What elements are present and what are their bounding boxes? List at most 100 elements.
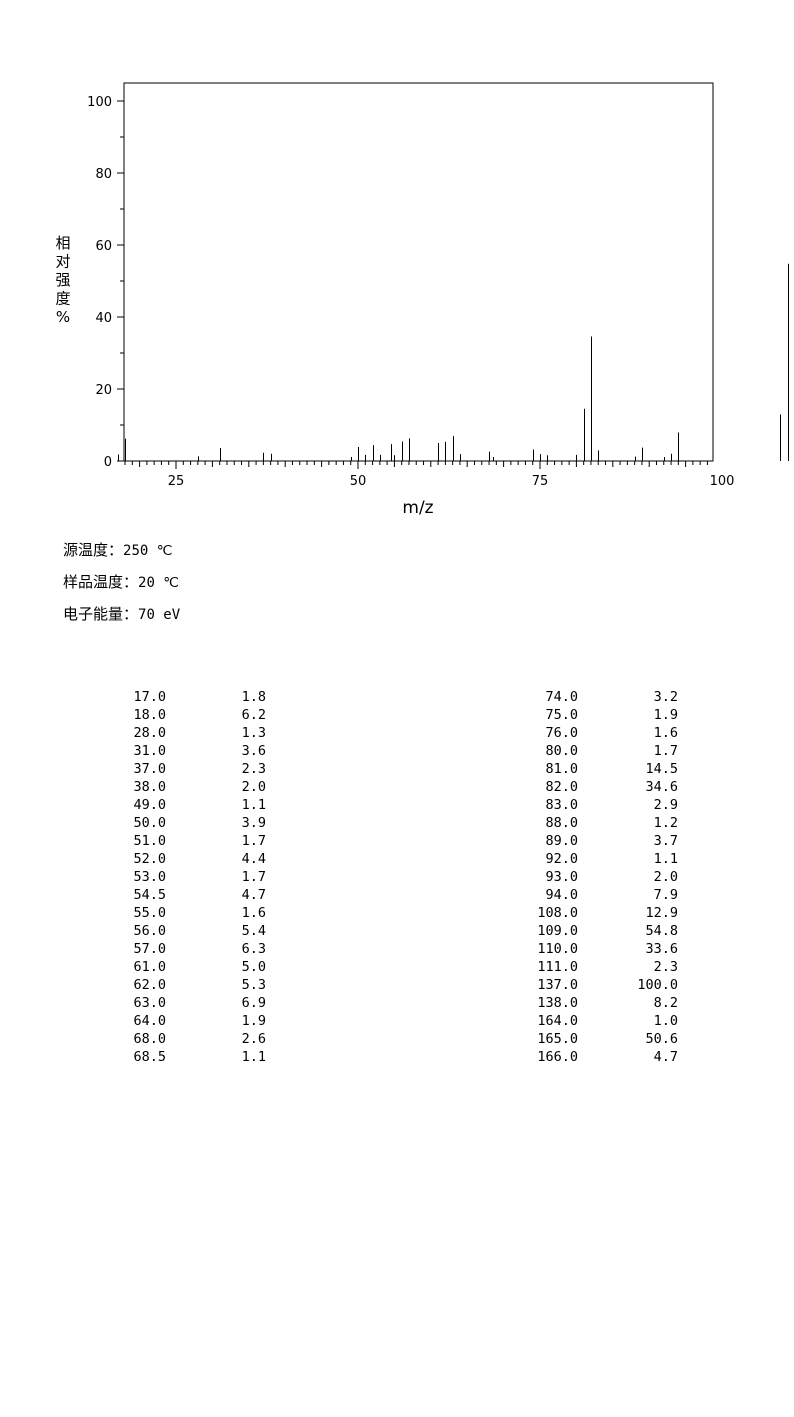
- table-row: 56.0 5.4: [0, 922, 400, 940]
- mz-value: 165.0: [537, 1031, 578, 1047]
- source-temperature: 源温度：250 ℃: [63, 541, 172, 560]
- intensity-value: 14.5: [645, 761, 678, 777]
- intensity-value: 5.0: [241, 959, 266, 975]
- mz-value: 50.0: [133, 815, 166, 831]
- table-row: 89.0 3.7: [400, 832, 794, 850]
- x-axis-label: m/z: [402, 498, 433, 518]
- mz-value: 37.0: [133, 761, 166, 777]
- sample-temperature: 样品温度：20 ℃: [63, 573, 179, 592]
- mz-value: 38.0: [133, 779, 166, 795]
- table-row: 50.0 3.9: [0, 814, 400, 832]
- plot-frame: [123, 82, 714, 462]
- table-row: 82.0 34.6: [400, 778, 794, 796]
- electron-energy: 电子能量：70 eV: [63, 605, 180, 624]
- mz-value: 111.0: [537, 959, 578, 975]
- intensity-value: 34.6: [645, 779, 678, 795]
- mz-value: 74.0: [545, 689, 578, 705]
- table-row: 93.0 2.0: [400, 868, 794, 886]
- x-tick-label: 25: [168, 474, 185, 489]
- mz-value: 82.0: [545, 779, 578, 795]
- intensity-value: 2.0: [653, 869, 678, 885]
- y-axis-label-char: %: [56, 308, 70, 326]
- mz-value: 81.0: [545, 761, 578, 777]
- intensity-value: 4.4: [241, 851, 266, 867]
- intensity-value: 1.3: [241, 725, 266, 741]
- y-tick-label: 0: [104, 455, 112, 470]
- y-tick-label: 100: [87, 95, 112, 110]
- intensity-value: 2.3: [241, 761, 266, 777]
- y-axis-label-char: 相: [55, 234, 70, 252]
- mz-value: 63.0: [133, 995, 166, 1011]
- mz-value: 64.0: [133, 1013, 166, 1029]
- y-tick-label: 40: [95, 311, 112, 326]
- table-row: 81.0 14.5: [400, 760, 794, 778]
- intensity-value: 50.6: [645, 1031, 678, 1047]
- intensity-value: 8.2: [653, 995, 678, 1011]
- table-row: 76.0 1.6: [400, 724, 794, 742]
- intensity-value: 1.2: [653, 815, 678, 831]
- mz-value: 92.0: [545, 851, 578, 867]
- table-row: 83.0 2.9: [400, 796, 794, 814]
- mz-value: 110.0: [537, 941, 578, 957]
- mz-value: 89.0: [545, 833, 578, 849]
- mz-value: 62.0: [133, 977, 166, 993]
- mz-value: 80.0: [545, 743, 578, 759]
- peak-table-left: 17.0 1.8 18.0 6.2 28.0 1.3 31.0 3.6 37.0 2.3 38.0 2…: [0, 688, 400, 1066]
- y-axis-label: 相对强度%: [55, 234, 70, 326]
- intensity-value: 2.6: [241, 1031, 266, 1047]
- intensity-value: 1.7: [241, 833, 266, 849]
- table-row: 57.0 6.3: [0, 940, 400, 958]
- table-row: 138.0 8.2: [400, 994, 794, 1012]
- table-row: 31.0 3.6: [0, 742, 400, 760]
- table-row: 51.0 1.7: [0, 832, 400, 850]
- mz-value: 55.0: [133, 905, 166, 921]
- intensity-value: 4.7: [241, 887, 266, 903]
- mz-value: 57.0: [133, 941, 166, 957]
- intensity-value: 1.8: [241, 689, 266, 705]
- intensity-value: 3.9: [241, 815, 266, 831]
- intensity-value: 5.3: [241, 977, 266, 993]
- mz-value: 28.0: [133, 725, 166, 741]
- intensity-value: 1.1: [653, 851, 678, 867]
- y-tick-label: 60: [95, 239, 112, 254]
- intensity-value: 6.2: [241, 707, 266, 723]
- table-row: 109.0 54.8: [400, 922, 794, 940]
- intensity-value: 33.6: [645, 941, 678, 957]
- table-row: 49.0 1.1: [0, 796, 400, 814]
- table-row: 75.0 1.9: [400, 706, 794, 724]
- intensity-value: 5.4: [241, 923, 266, 939]
- electron-energy-value: 70 eV: [138, 607, 181, 623]
- table-row: 53.0 1.7: [0, 868, 400, 886]
- table-row: 68.5 1.1: [0, 1048, 400, 1066]
- table-row: 18.0 6.2: [0, 706, 400, 724]
- table-row: 55.0 1.6: [0, 904, 400, 922]
- table-row: 74.0 3.2: [400, 688, 794, 706]
- mz-value: 51.0: [133, 833, 166, 849]
- x-tick-label: 50: [350, 474, 367, 489]
- x-tick-label: 100: [710, 474, 735, 489]
- mz-value: 56.0: [133, 923, 166, 939]
- mz-value: 88.0: [545, 815, 578, 831]
- intensity-value: 1.9: [653, 707, 678, 723]
- table-row: 62.0 5.3: [0, 976, 400, 994]
- table-row: 68.0 2.6: [0, 1030, 400, 1048]
- electron-energy-label: 电子能量：: [63, 605, 139, 623]
- y-tick-label: 80: [95, 167, 112, 182]
- mz-value: 137.0: [537, 977, 578, 993]
- y-axis: 0 20 40 60 80 100: [87, 95, 124, 470]
- table-row: 137.0 100.0: [400, 976, 794, 994]
- table-row: 164.0 1.0: [400, 1012, 794, 1030]
- x-axis: 255075100125150: [124, 461, 735, 489]
- mz-value: 109.0: [537, 923, 578, 939]
- mz-value: 108.0: [537, 905, 578, 921]
- table-row: 63.0 6.9: [0, 994, 400, 1012]
- intensity-value: 6.9: [241, 995, 266, 1011]
- intensity-value: 1.9: [241, 1013, 266, 1029]
- table-row: 92.0 1.1: [400, 850, 794, 868]
- intensity-value: 2.3: [653, 959, 678, 975]
- intensity-value: 4.7: [653, 1049, 678, 1065]
- y-tick-label: 20: [95, 383, 112, 398]
- mz-value: 68.5: [133, 1049, 166, 1065]
- intensity-value: 7.9: [653, 887, 678, 903]
